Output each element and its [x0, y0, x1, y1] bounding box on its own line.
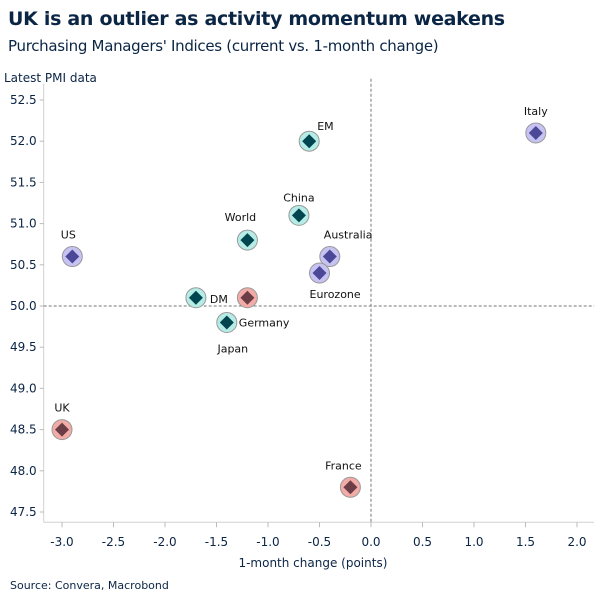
y-tick-label: 51.5: [10, 175, 37, 189]
point-label-italy: Italy: [524, 105, 548, 118]
diamond-marker-eurozone: [312, 266, 327, 281]
x-tick-label: -1.0: [256, 535, 279, 549]
point-label-china: China: [283, 191, 314, 204]
x-tick-label: 0.0: [361, 535, 380, 549]
diamond-marker-italy: [528, 125, 543, 140]
point-label-france: France: [325, 459, 362, 472]
diamond-marker-em: [302, 134, 317, 149]
y-tick-label: 47.5: [10, 505, 37, 519]
x-tick-label: 2.0: [567, 535, 586, 549]
diamond-marker-japan: [219, 315, 234, 330]
point-label-australia: Australia: [324, 229, 373, 242]
diamond-marker-us: [65, 249, 80, 264]
diamond-marker-dm: [188, 290, 203, 305]
point-label-germany: Germany: [239, 316, 290, 329]
x-tick-label: -3.0: [50, 535, 73, 549]
x-tick-label: 0.5: [413, 535, 432, 549]
diamond-marker-world: [240, 233, 255, 248]
x-tick-label: -2.0: [153, 535, 176, 549]
point-label-em: EM: [317, 120, 333, 133]
chart-title: UK is an outlier as activity momentum we…: [8, 8, 505, 30]
y-tick-label: 49.0: [10, 381, 37, 395]
x-tick-label: -0.5: [308, 535, 331, 549]
point-label-uk: UK: [54, 402, 70, 415]
diamond-marker-germany: [240, 290, 255, 305]
y-tick-label: 50.5: [10, 258, 37, 272]
x-tick-label: -1.5: [205, 535, 228, 549]
diamond-marker-australia: [322, 249, 337, 264]
y-tick-label: 49.5: [10, 340, 37, 354]
source-note: Source: Convera, Macrobond: [10, 579, 169, 592]
point-label-world: World: [225, 211, 257, 224]
x-tick-label: 1.5: [516, 535, 535, 549]
point-label-japan: Japan: [216, 342, 248, 355]
y-tick-label: 48.0: [10, 464, 37, 478]
y-tick-label: 50.0: [10, 299, 37, 313]
x-axis-label: 1-month change (points): [238, 556, 387, 570]
point-label-eurozone: Eurozone: [310, 288, 361, 301]
diamond-marker-uk: [55, 422, 69, 437]
y-tick-label: 52.0: [10, 134, 37, 148]
y-tick-label: 48.5: [10, 423, 37, 437]
x-tick-label: 1.0: [464, 535, 483, 549]
point-label-us: US: [61, 229, 76, 242]
diamond-marker-china: [291, 208, 306, 223]
y-tick-label: 51.0: [10, 217, 37, 231]
y-axis-label: Latest PMI data: [4, 71, 97, 85]
chart-subtitle: Purchasing Managers' Indices (current vs…: [8, 37, 439, 55]
y-tick-label: 52.5: [10, 93, 37, 107]
x-tick-label: -2.5: [102, 535, 125, 549]
point-label-dm: DM: [210, 293, 228, 306]
diamond-marker-france: [343, 480, 358, 495]
